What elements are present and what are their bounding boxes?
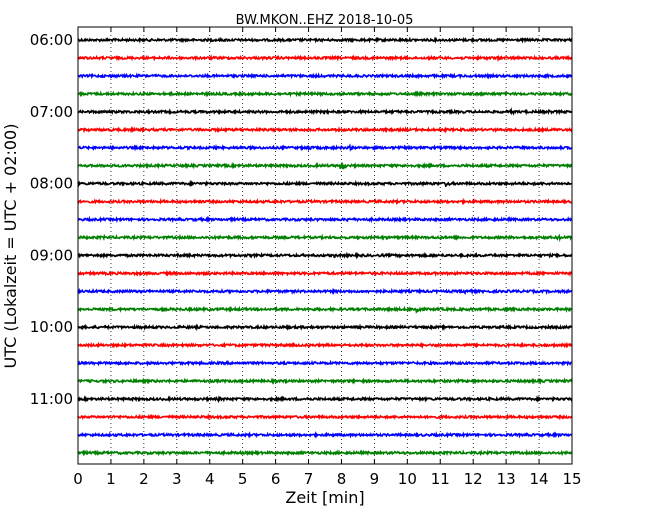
seismic-trace <box>77 359 572 367</box>
seismic-trace <box>77 251 573 260</box>
seismic-trace <box>77 305 573 314</box>
seismic-trace <box>77 341 573 349</box>
seismic-trace <box>77 287 573 296</box>
seismic-trace <box>77 377 573 385</box>
x-tick-label: 8 <box>337 470 347 488</box>
seismic-trace <box>77 449 572 457</box>
x-tick-label: 1 <box>106 470 116 488</box>
seismic-trace <box>77 90 573 98</box>
trace-area <box>77 36 573 457</box>
seismic-trace <box>77 323 573 332</box>
grid-lines <box>110 27 540 464</box>
x-tick-label: 12 <box>464 470 483 488</box>
x-tick-label: 3 <box>172 470 182 488</box>
x-axis: 0 1 2 3 4 5 6 7 8 9 10 11 12 13 14 15 <box>73 27 582 488</box>
seismic-trace <box>77 72 573 80</box>
x-tick-label: 0 <box>73 470 83 488</box>
y-tick-label: 08:00 <box>30 175 73 193</box>
seismic-trace <box>77 413 573 421</box>
x-tick-label: 14 <box>530 470 549 488</box>
y-tick-label: 06:00 <box>30 31 73 49</box>
y-tick-label: 09:00 <box>30 246 73 264</box>
seismic-trace <box>77 269 573 278</box>
x-tick-label: 5 <box>238 470 248 488</box>
plot-frame <box>77 26 573 465</box>
seismic-trace <box>77 106 573 116</box>
seismic-trace <box>77 179 572 188</box>
x-tick-label: 2 <box>139 470 149 488</box>
seismic-trace <box>77 54 573 63</box>
y-axis: 06:00 07:00 08:00 09:00 10:00 11:00 <box>30 31 572 408</box>
x-tick-label: 9 <box>370 470 380 488</box>
seismic-trace <box>77 161 573 170</box>
seismic-trace <box>77 233 572 243</box>
seismic-trace <box>77 197 572 206</box>
x-tick-label: 7 <box>304 470 314 488</box>
seismic-trace <box>77 125 573 134</box>
y-tick-label: 07:00 <box>30 103 73 121</box>
y-tick-label: 11:00 <box>30 390 73 408</box>
y-axis-label: UTC (Lokalzeit = UTC + 02:00) <box>1 124 20 369</box>
x-axis-label: Zeit [min] <box>285 488 364 507</box>
seismic-trace <box>77 430 573 439</box>
x-tick-label: 4 <box>205 470 215 488</box>
x-tick-label: 11 <box>431 470 450 488</box>
y-tick-label: 10:00 <box>30 318 73 336</box>
x-tick-label: 10 <box>398 470 417 488</box>
seismic-trace <box>77 395 573 404</box>
x-tick-label: 15 <box>562 470 581 488</box>
x-tick-label: 6 <box>271 470 281 488</box>
seismic-trace <box>77 143 572 152</box>
chart-title: BW.MKON..EHZ 2018-10-05 <box>236 13 414 28</box>
x-tick-label: 13 <box>497 470 516 488</box>
seismic-trace <box>77 36 573 44</box>
seismic-trace <box>77 215 573 224</box>
